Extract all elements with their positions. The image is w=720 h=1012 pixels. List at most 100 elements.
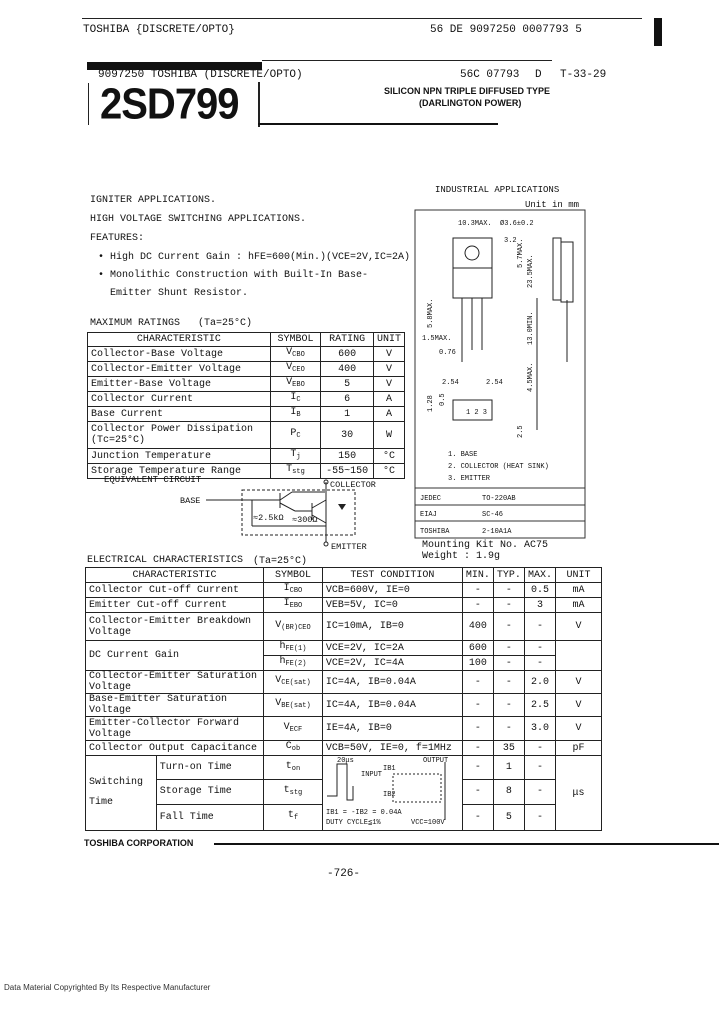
typ-cell: - bbox=[492, 716, 525, 741]
symbol-main: I bbox=[283, 598, 290, 609]
unit-cell: V bbox=[554, 612, 603, 641]
standard-jedec-value: TO-220AB bbox=[482, 495, 516, 503]
header-min: MIN. bbox=[461, 567, 494, 583]
symbol-main: T bbox=[286, 464, 293, 475]
standard-jedec-name: JEDEC bbox=[420, 495, 441, 503]
table-row: Junction Temperature Tj 150 °C bbox=[87, 448, 406, 464]
switching-name-cell: Fall Time bbox=[155, 803, 265, 832]
symbol-cell: VCE(sat) bbox=[263, 670, 323, 694]
standard-eiaj-value: SC-46 bbox=[482, 511, 503, 519]
typ-cell: 35 bbox=[492, 740, 525, 756]
dim-body: 5.8MAX. bbox=[427, 299, 435, 328]
symbol-subscript: C bbox=[296, 396, 301, 404]
standard-eiaj-name: EIAJ bbox=[420, 511, 437, 519]
symbol-main: T bbox=[290, 449, 297, 460]
unit-cell: pF bbox=[554, 740, 603, 756]
characteristic-cell: Collector Current bbox=[87, 391, 271, 407]
symbol-cell: VECF bbox=[263, 716, 323, 741]
vcc-label: VCC=100V bbox=[411, 819, 445, 826]
header-symbol: SYMBOL bbox=[269, 332, 322, 347]
package-title: INDUSTRIAL APPLICATIONS bbox=[435, 185, 560, 195]
table-row: Base-Emitter Saturation Voltage VBE(sat) I… bbox=[84, 693, 603, 717]
characteristic-cell: Emitter-Collector Forward Voltage bbox=[84, 716, 265, 741]
base-label: BASE bbox=[180, 496, 200, 506]
rating-cell: 1 bbox=[320, 406, 374, 422]
symbol-main: V bbox=[275, 698, 282, 709]
symbol-subscript: ob bbox=[291, 745, 301, 753]
switching-test-circuit: 20μs INPUT OUTPUT IB1 IB2 IB1 = -IB2 = 0.04A D… bbox=[321, 755, 463, 831]
min-cell: - bbox=[461, 803, 494, 832]
svg-text:1 2 3: 1 2 3 bbox=[466, 409, 487, 417]
r1-label: ≈2.5kΩ bbox=[253, 513, 284, 523]
symbol-main: t bbox=[285, 760, 292, 772]
symbol-cell: VCBO bbox=[269, 346, 322, 362]
typ-cell: - bbox=[492, 655, 525, 671]
characteristic-cell: Emitter Cut-off Current bbox=[84, 597, 265, 613]
min-cell: - bbox=[461, 754, 494, 781]
features-title: FEATURES: bbox=[90, 233, 145, 244]
characteristic-cell: Base Current bbox=[87, 406, 271, 422]
test-condition-cell: VCB=50V, IE=0, f=1MHz bbox=[321, 740, 463, 756]
table-row: Storage Temperature Range Tstg -55~150 °C bbox=[87, 463, 406, 479]
header-rating: RATING bbox=[320, 332, 374, 347]
header-test-condition: TEST CONDITION bbox=[321, 567, 463, 583]
r2-label: ≈300Ω bbox=[292, 515, 318, 525]
typ-cell: - bbox=[492, 693, 525, 717]
table-row: Collector-Emitter Saturation Voltage VCE(… bbox=[84, 670, 603, 694]
symbol-subscript: CE(sat) bbox=[281, 679, 311, 687]
mounting-kit: Mounting Kit No. AC75 bbox=[422, 540, 549, 551]
max-cell: - bbox=[523, 779, 556, 805]
current-condition: IB1 = -IB2 = 0.04A bbox=[326, 809, 402, 817]
duty-cycle: DUTY CYCLE≦1% bbox=[326, 819, 381, 826]
feature-2: • Monolithic Construction with Built-In … bbox=[98, 270, 369, 281]
unit-cell: mA bbox=[554, 597, 603, 613]
table-row: Collector Cut-off Current ICBO VCB=600V, I… bbox=[84, 582, 603, 598]
subtitle-line1: SILICON NPN TRIPLE DIFFUSED TYPE bbox=[384, 86, 551, 96]
min-cell: - bbox=[461, 693, 494, 717]
symbol-cell: VEBO bbox=[269, 376, 322, 392]
header-characteristic: CHARACTERISTIC bbox=[84, 567, 265, 583]
table-row: Collector-Base Voltage VCBO 600 V bbox=[87, 346, 406, 362]
input-label: INPUT bbox=[361, 771, 382, 779]
symbol-cell: V(BR)CEO bbox=[263, 612, 323, 641]
switching-name-cell: Storage Time bbox=[155, 779, 265, 805]
header-line2-left: 9097250 TOSHIBA (DISCRETE/OPTO) bbox=[98, 69, 303, 81]
max-cell: - bbox=[523, 640, 556, 656]
ib2-label: IB2 bbox=[383, 791, 396, 799]
weight: Weight : 1.9g bbox=[422, 551, 501, 562]
min-cell: - bbox=[461, 582, 494, 598]
electrical-title: ELECTRICAL CHARACTERISTICS bbox=[87, 555, 244, 566]
min-cell: - bbox=[461, 740, 494, 756]
symbol-main: V bbox=[275, 675, 282, 686]
collector-label: COLLECTOR bbox=[330, 480, 376, 490]
symbol-cell: ICBO bbox=[263, 582, 323, 598]
page-number: -726- bbox=[327, 868, 361, 880]
part-number: 2SD799 bbox=[100, 79, 240, 129]
equivalent-circuit-title: EQUIVALENT CIRCUIT bbox=[104, 475, 202, 485]
header-line1-left: TOSHIBA {DISCRETE/OPTO} bbox=[83, 24, 235, 36]
symbol-main: t bbox=[283, 784, 290, 796]
dim-side: 1.28 bbox=[427, 395, 435, 412]
rating-cell: 150 bbox=[320, 448, 374, 464]
dim-pin: 0.5 bbox=[439, 393, 447, 406]
dim-lead-thickness: 0.76 bbox=[439, 349, 456, 357]
header-line2-t: T-33-29 bbox=[560, 69, 607, 81]
pin-3: 3. EMITTER bbox=[448, 475, 491, 483]
characteristic-cell: Storage Temperature Range bbox=[87, 463, 271, 479]
test-condition-cell: VCB=600V, IE=0 bbox=[321, 582, 463, 598]
table-row: Collector Current IC 6 A bbox=[87, 391, 406, 407]
min-cell: - bbox=[461, 597, 494, 613]
rating-cell: 400 bbox=[320, 361, 374, 377]
typ-cell: - bbox=[492, 612, 525, 641]
characteristic-cell: DC Current Gain bbox=[84, 640, 265, 671]
symbol-cell: tstg bbox=[263, 779, 323, 805]
dim-thickness: 4.5MAX. bbox=[527, 363, 535, 392]
unit-cell: °C bbox=[372, 448, 406, 464]
switching-name-cell: Turn-on Time bbox=[155, 754, 265, 781]
min-cell: 600 bbox=[461, 640, 494, 656]
table-row: Collector Output Capacitance Cob VCB=50V, … bbox=[84, 740, 603, 756]
unit-cell: μs bbox=[554, 755, 603, 831]
max-cell: - bbox=[523, 803, 556, 832]
symbol-main: V bbox=[286, 347, 293, 358]
pin-1: 1. BASE bbox=[448, 451, 477, 459]
